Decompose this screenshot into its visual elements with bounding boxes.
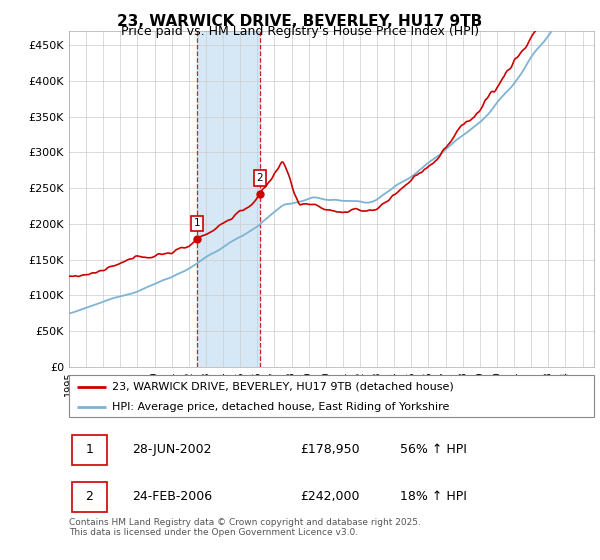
Text: Contains HM Land Registry data © Crown copyright and database right 2025.
This d: Contains HM Land Registry data © Crown c… [69, 518, 421, 538]
Text: 2: 2 [257, 173, 263, 183]
Text: 1: 1 [86, 444, 94, 456]
Text: 28-JUN-2002: 28-JUN-2002 [132, 444, 212, 456]
Bar [197, 31, 260, 367]
FancyBboxPatch shape [71, 435, 107, 465]
FancyBboxPatch shape [69, 375, 594, 417]
Text: £242,000: £242,000 [300, 490, 359, 503]
Text: £178,950: £178,950 [300, 444, 359, 456]
Text: 23, WARWICK DRIVE, BEVERLEY, HU17 9TB: 23, WARWICK DRIVE, BEVERLEY, HU17 9TB [118, 14, 482, 29]
Text: 18% ↑ HPI: 18% ↑ HPI [400, 490, 467, 503]
FancyBboxPatch shape [71, 482, 107, 511]
Text: Price paid vs. HM Land Registry's House Price Index (HPI): Price paid vs. HM Land Registry's House … [121, 25, 479, 38]
Text: HPI: Average price, detached house, East Riding of Yorkshire: HPI: Average price, detached house, East… [112, 402, 449, 412]
Text: 23, WARWICK DRIVE, BEVERLEY, HU17 9TB (detached house): 23, WARWICK DRIVE, BEVERLEY, HU17 9TB (d… [112, 382, 454, 392]
Text: 2: 2 [86, 490, 94, 503]
Text: 24-FEB-2006: 24-FEB-2006 [132, 490, 212, 503]
Text: 56% ↑ HPI: 56% ↑ HPI [400, 444, 467, 456]
Text: 1: 1 [194, 218, 200, 228]
